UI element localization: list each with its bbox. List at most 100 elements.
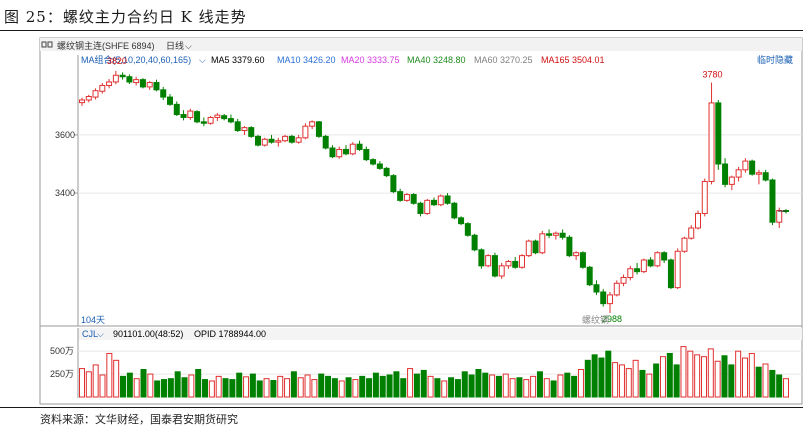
chevron-down-icon[interactable]: ⌵ [199,55,206,65]
candle-body [194,111,201,123]
volume-bar [543,378,550,398]
candle [559,229,566,240]
volume-bar [605,350,612,398]
chevron-down-icon[interactable]: ⌵ [185,41,192,51]
candle-body [681,237,688,252]
symbol-label: 螺纹钢主连(SHFE 6894) [57,40,155,51]
candle-body [153,82,160,91]
candle [383,166,390,178]
volume-bar [284,378,291,398]
high-label: 3820 [107,56,127,66]
volume-bar [516,377,523,398]
candle-body [762,172,769,181]
volume-bar [591,354,598,398]
chevron-down-icon[interactable]: ⌵ [97,329,104,339]
candle [282,134,289,143]
candle [133,76,140,86]
volume-bar [495,375,502,398]
candle [200,117,207,127]
volume-header-bg [78,328,802,340]
candle [620,274,627,287]
candle-body [539,233,546,254]
volume-bar [359,375,366,398]
candle-body [85,96,92,101]
volume-bar [154,380,161,398]
indicator-row: MA组合(5,10,20,40,60,165) ⌵ MA5 3379.60 MA10 … [81,54,605,65]
volume-bar [536,371,543,398]
ma-group-dropdown[interactable]: MA组合(5,10,20,40,60,165) [81,54,191,65]
volume-bar [728,364,735,398]
candle [410,193,417,205]
volume-bar [666,352,673,398]
volume-bar [413,373,420,398]
candle [498,262,505,279]
volume-bar [427,375,434,398]
candle [309,120,316,130]
candle [735,166,742,182]
candle [207,116,214,125]
volume-bar [318,373,325,398]
candle [221,113,228,121]
hide-toggle[interactable]: 临时隐藏 [757,54,793,65]
volume-indicator-label[interactable]: CJL [82,329,98,339]
candle [275,137,282,147]
candle [634,262,641,275]
volume-bar [584,359,591,398]
volume-bar [420,369,427,398]
candle-body [776,210,783,223]
candle [126,74,133,84]
candle [688,225,695,240]
price-tick-label: 3400 [55,188,75,198]
candle [769,178,776,226]
candle-body [79,99,85,104]
volume-bar [263,378,270,398]
volume-bar [304,374,311,398]
candle-body [607,294,613,305]
candle-body [464,223,471,236]
volume-bar [632,359,639,398]
candle [329,145,336,159]
volume-bar [776,374,783,398]
window-icon[interactable] [41,41,53,48]
candle-body [295,137,302,143]
candle [234,118,241,132]
candle [79,97,85,106]
volume-bar [208,380,215,398]
candle-body [498,265,505,277]
volume-bar [659,356,666,398]
volume-info: 901101.00(48:52) [113,329,183,339]
candle-body [525,240,532,257]
volume-bar [249,373,256,398]
candle [153,79,160,92]
volume-bar [297,377,304,398]
volume-bar [338,380,345,398]
candle [674,248,681,290]
candle-body [451,202,458,219]
volume-bar [229,379,236,398]
candle-body [92,90,99,98]
candle [214,113,221,121]
candle-body [640,259,647,273]
candle-body [221,115,228,120]
candle-body [532,240,539,254]
candle [491,252,498,278]
volume-bar [434,378,441,398]
period-dropdown[interactable]: 日线 [166,40,184,51]
volume-bar [407,368,414,398]
volume-bar [769,369,776,398]
candle-body [458,217,465,225]
volume-bar [222,378,229,398]
candle-body [701,180,708,214]
price-annotations: 3820 3780 2988 104天 螺纹钢 [81,56,786,325]
candle [640,258,647,274]
volume-bar [454,379,461,398]
volume-bar [523,379,530,398]
candle-body [505,260,512,267]
candle [437,194,444,207]
volume-bar [120,375,127,398]
volume-bar [133,378,140,398]
volume-bar [181,377,188,398]
candle-body [742,160,749,171]
candle-body [349,143,356,155]
candle-body [593,284,600,293]
